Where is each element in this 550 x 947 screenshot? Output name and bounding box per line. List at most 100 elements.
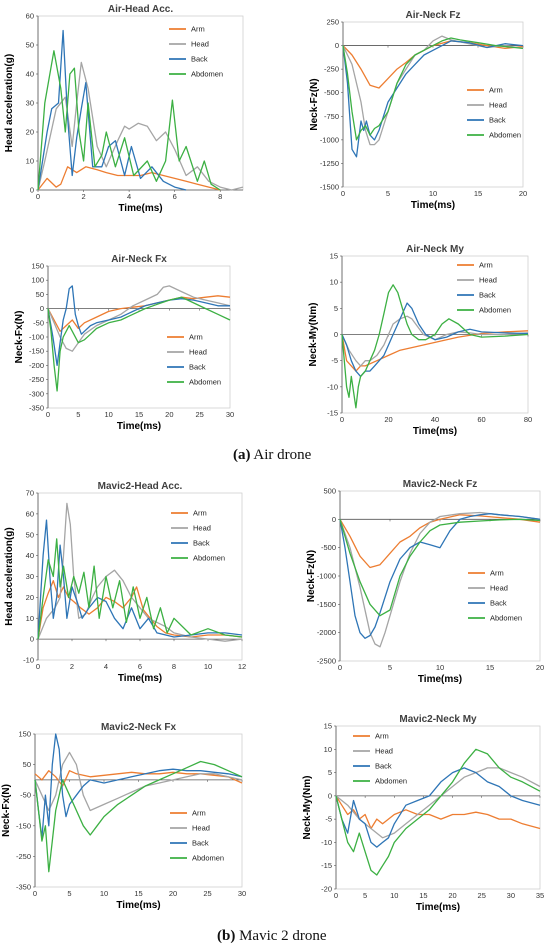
y-tick-label: -150 [29,347,44,356]
x-tick-label: 5 [76,410,80,419]
series-line-back [37,519,243,640]
x-tick-label: 40 [431,415,439,424]
caption-b: (b) Mavic 2 drone [217,928,327,944]
y-tick-label: -200 [29,361,44,370]
legend-label-abdomen: Abdomen [375,777,407,786]
y-tick-label: -5 [331,356,338,365]
legend-label-back: Back [375,762,392,771]
y-axis-label: Neck-My(Nm) [302,776,313,840]
legend-label-head: Head [479,276,497,285]
series-line-back [335,767,541,848]
y-axis-label: Neck-Fx(N) [1,784,12,837]
chart-title: Mavic2-Head Acc. [98,481,183,492]
x-axis-label: Time(ms) [118,203,162,214]
legend-label-back: Back [490,599,507,608]
series-line-abdomen [47,296,231,392]
chart-panel-6: -2500 -2000 -1500 -1000 -500 0 500 0 5 10 15 20 Mavi… [306,479,544,685]
legend-label-arm: Arm [489,86,503,95]
y-axis-label: Neck-Fx(N) [14,311,25,364]
x-tick-label: 12 [238,662,246,671]
plot-frame [37,15,244,191]
y-tick-label: 0 [328,791,332,800]
legend-label-head: Head [189,348,207,357]
legend-label-head: Head [490,584,508,593]
legend-label-head: Head [375,747,393,756]
x-tick-label: 0 [33,889,37,898]
legend-label-arm: Arm [375,732,389,741]
chart-title: Mavic2-Neck Fx [101,722,176,733]
y-tick-label: 150 [31,262,44,271]
y-tick-label: -1000 [317,572,336,581]
x-tick-label: 0 [36,192,40,201]
chart-panel-3: -350 -300 -250 -200 -150 -100 -50 0 50 100 150 0 5 10… [14,254,234,432]
y-tick-label: 0 [334,330,338,339]
y-tick-label: 10 [324,745,332,754]
x-tick-label: 25 [203,889,211,898]
caption-a-label: (a) [233,447,251,463]
x-tick-label: 20 [169,889,177,898]
chart-panel-4: -15 -10 -5 0 5 10 15 0 20 40 60 80 Air-Neck My Time(m… [308,244,532,437]
legend-label-abdomen: Abdomen [189,378,221,387]
series-line-back [34,733,243,839]
x-axis-label: Time(ms) [411,200,455,211]
y-tick-label: -1500 [320,183,339,192]
y-tick-label: -250 [324,65,339,74]
y-tick-label: 20 [26,128,34,137]
y-axis-label: Neck-Fz(N) [306,550,317,602]
y-tick-label: 0 [332,515,336,524]
y-tick-label: 500 [323,487,336,496]
x-tick-label: 10 [204,662,212,671]
y-tick-label: 15 [330,252,338,261]
x-tick-label: 20 [536,663,544,672]
series-line-abdomen [341,284,529,409]
y-tick-label: 50 [26,530,34,539]
y-tick-label: 0 [30,186,34,195]
series-line-head [37,502,243,642]
y-tick-label: -500 [321,543,336,552]
y-tick-label: -2000 [317,628,336,637]
x-tick-label: 10 [429,189,437,198]
legend-label-head: Head [192,824,210,833]
legend-label-head: Head [489,101,507,110]
legend-label-arm: Arm [192,809,206,818]
x-tick-label: 0 [338,663,342,672]
y-tick-label: -10 [327,382,338,391]
caption-b-text: Mavic 2 drone [235,928,327,944]
legend-label-arm: Arm [490,569,504,578]
y-tick-label: 0 [30,635,34,644]
x-axis-label: Time(ms) [118,673,162,684]
y-tick-label: -1500 [317,600,336,609]
chart-panel-1: 0 10 20 30 40 50 60 0 2 4 6 8 Air-Head Acc. Time(ms) H… [4,4,244,214]
y-tick-label: 100 [31,276,44,285]
y-tick-label: -250 [16,852,31,861]
legend-label-head: Head [193,524,211,533]
y-tick-label: 5 [334,304,338,313]
series-line-abdomen [37,50,221,191]
x-tick-label: 35 [536,891,544,900]
x-tick-label: 10 [390,891,398,900]
y-tick-label: 0 [335,41,339,50]
y-tick-label: -150 [16,821,31,830]
x-tick-label: 8 [172,662,176,671]
x-tick-label: 4 [104,662,108,671]
y-tick-label: -350 [29,404,44,413]
series-line-head [342,35,524,146]
y-tick-label: 150 [18,730,31,739]
series-line-head [339,511,541,648]
x-tick-label: 10 [436,663,444,672]
x-axis-label: Time(ms) [416,902,460,913]
y-tick-label: 20 [26,593,34,602]
x-axis-label: Time(ms) [117,421,161,432]
legend-label-back: Back [479,291,496,300]
y-tick-label: 30 [26,99,34,108]
x-tick-label: 6 [138,662,142,671]
y-tick-label: 60 [26,12,34,21]
x-tick-label: 30 [226,410,234,419]
series-line-back [37,29,187,191]
series-line-back [339,513,541,639]
legend-label-back: Back [193,539,210,548]
y-tick-label: -100 [29,333,44,342]
legend-label-back: Back [191,55,208,64]
series-line-head [34,751,243,812]
